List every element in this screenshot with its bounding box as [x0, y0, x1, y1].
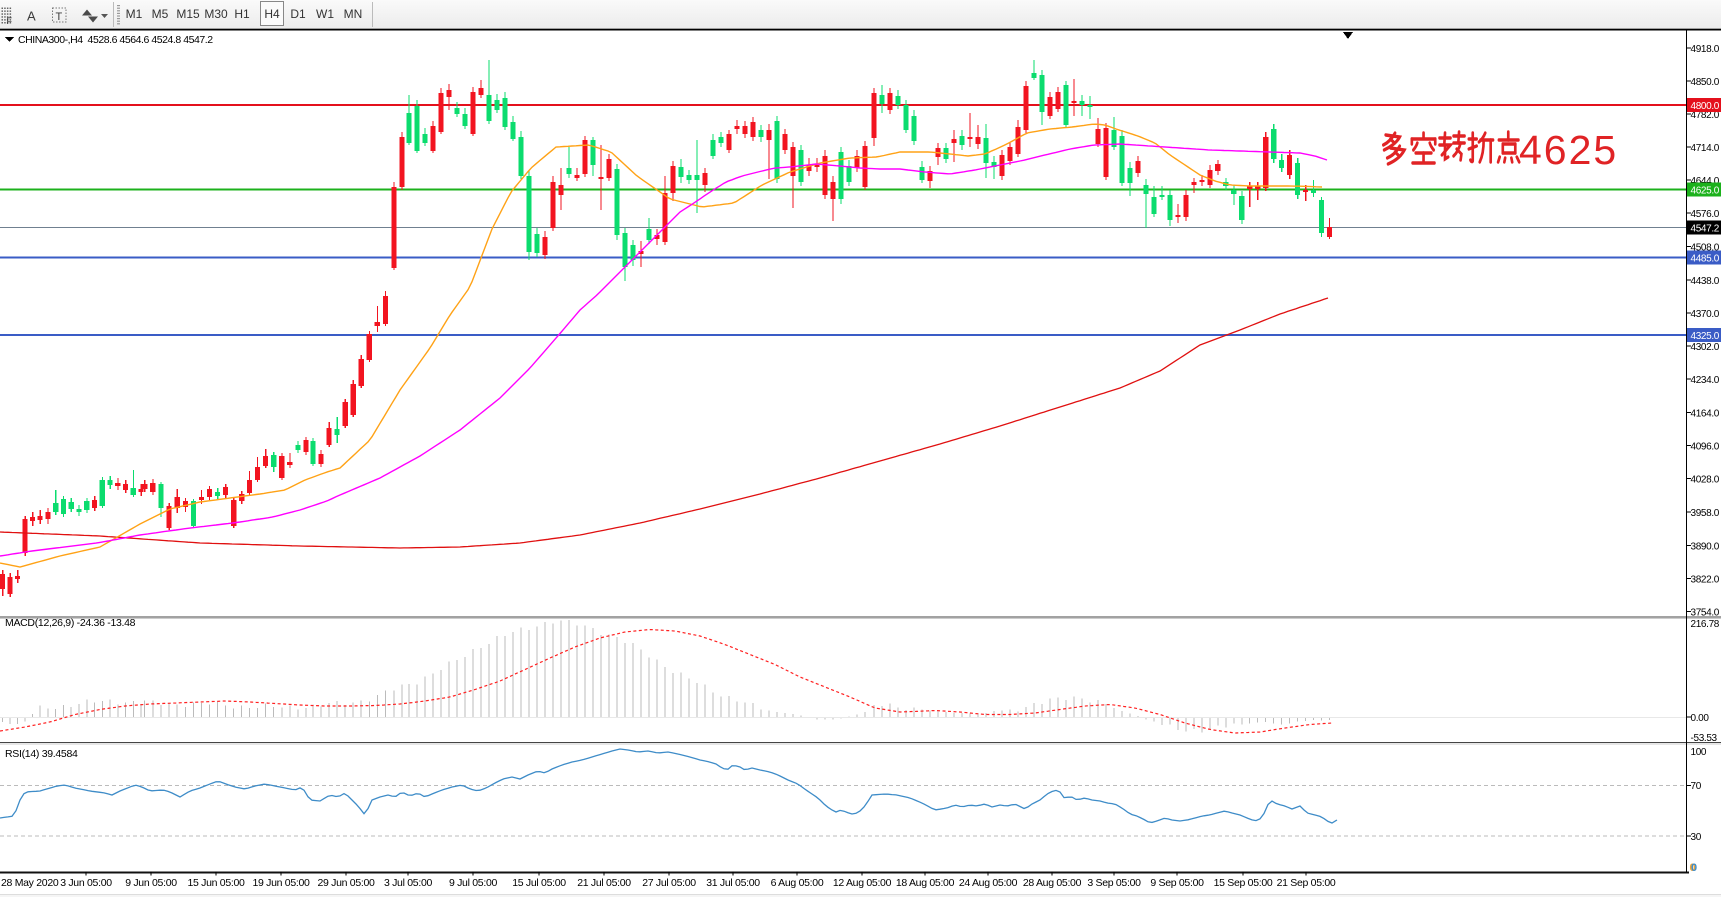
svg-text:MACD(12,26,9) -24.36 -13.48: MACD(12,26,9) -24.36 -13.48 — [5, 617, 136, 629]
svg-text:216.78: 216.78 — [1691, 619, 1720, 630]
svg-text:3958.0: 3958.0 — [1691, 508, 1720, 519]
svg-text:RSI(14) 39.4584: RSI(14) 39.4584 — [5, 748, 78, 760]
svg-text:3822.0: 3822.0 — [1691, 574, 1720, 585]
svg-text:3 Sep 05:00: 3 Sep 05:00 — [1087, 877, 1141, 889]
svg-text:19 Jun 05:00: 19 Jun 05:00 — [252, 877, 310, 889]
svg-text:29 Jun 05:00: 29 Jun 05:00 — [317, 877, 375, 889]
svg-text:4782.0: 4782.0 — [1691, 110, 1720, 121]
svg-text:28 Aug 05:00: 28 Aug 05:00 — [1023, 877, 1082, 889]
svg-text:4325.0: 4325.0 — [1691, 331, 1720, 342]
svg-text:12 Aug 05:00: 12 Aug 05:00 — [833, 877, 892, 889]
svg-text:70: 70 — [1691, 781, 1702, 792]
svg-text:24 Aug 05:00: 24 Aug 05:00 — [959, 877, 1018, 889]
svg-text:4850.0: 4850.0 — [1691, 77, 1720, 88]
svg-text:T: T — [56, 11, 63, 23]
svg-text:4370.0: 4370.0 — [1691, 309, 1720, 320]
svg-text:4164.0: 4164.0 — [1691, 408, 1720, 419]
svg-text:4438.0: 4438.0 — [1691, 276, 1720, 287]
svg-text:100: 100 — [1691, 747, 1707, 758]
svg-text:21 Jul 05:00: 21 Jul 05:00 — [577, 877, 631, 889]
svg-text:4800.0: 4800.0 — [1691, 101, 1720, 112]
svg-text:28 May 2020: 28 May 2020 — [1, 877, 59, 889]
svg-text:4096.0: 4096.0 — [1691, 441, 1720, 452]
svg-text:0: 0 — [1690, 862, 1696, 874]
svg-text:3 Jun 05:00: 3 Jun 05:00 — [60, 877, 112, 889]
svg-text:4028.0: 4028.0 — [1691, 474, 1720, 485]
svg-text:3890.0: 3890.0 — [1691, 541, 1720, 552]
svg-text:4714.0: 4714.0 — [1691, 143, 1720, 154]
svg-text:CHINA300-,H4 4528.6 4564.6 45: CHINA300-,H4 4528.6 4564.6 4524.8 4547.2 — [18, 34, 213, 46]
svg-text:27 Jul 05:00: 27 Jul 05:00 — [642, 877, 696, 889]
svg-text:4918.0: 4918.0 — [1691, 44, 1720, 55]
svg-text:4508.0: 4508.0 — [1691, 242, 1720, 253]
svg-text:15 Sep 05:00: 15 Sep 05:00 — [1214, 877, 1273, 889]
svg-text:4644.0: 4644.0 — [1691, 176, 1720, 187]
svg-text:3 Jul 05:00: 3 Jul 05:00 — [384, 877, 433, 889]
svg-text:9 Jun 05:00: 9 Jun 05:00 — [125, 877, 177, 889]
svg-text:15 Jul 05:00: 15 Jul 05:00 — [512, 877, 566, 889]
svg-text:F: F — [7, 16, 13, 26]
svg-text:4547.2: 4547.2 — [1691, 224, 1720, 235]
svg-text:4625.0: 4625.0 — [1691, 186, 1720, 197]
svg-text:9 Sep 05:00: 9 Sep 05:00 — [1150, 877, 1204, 889]
svg-text:9 Jul 05:00: 9 Jul 05:00 — [449, 877, 498, 889]
svg-text:0.00: 0.00 — [1691, 713, 1710, 724]
svg-text:21 Sep 05:00: 21 Sep 05:00 — [1277, 877, 1336, 889]
svg-text:-53.53: -53.53 — [1691, 733, 1718, 744]
svg-text:4576.0: 4576.0 — [1691, 209, 1720, 220]
svg-text:30: 30 — [1691, 832, 1702, 843]
svg-text:18 Aug 05:00: 18 Aug 05:00 — [896, 877, 955, 889]
svg-text:4302.0: 4302.0 — [1691, 342, 1720, 353]
svg-text:31 Jul 05:00: 31 Jul 05:00 — [706, 877, 760, 889]
svg-text:4234.0: 4234.0 — [1691, 375, 1720, 386]
svg-text:15 Jun 05:00: 15 Jun 05:00 — [187, 877, 245, 889]
svg-text:6 Aug 05:00: 6 Aug 05:00 — [771, 877, 824, 889]
svg-text:0: 0 — [1691, 862, 1697, 874]
svg-text:3754.0: 3754.0 — [1691, 607, 1720, 618]
svg-text:4485.0: 4485.0 — [1691, 254, 1720, 265]
svg-text:4625: 4625 — [1519, 127, 1618, 173]
svg-text:A: A — [27, 9, 36, 24]
